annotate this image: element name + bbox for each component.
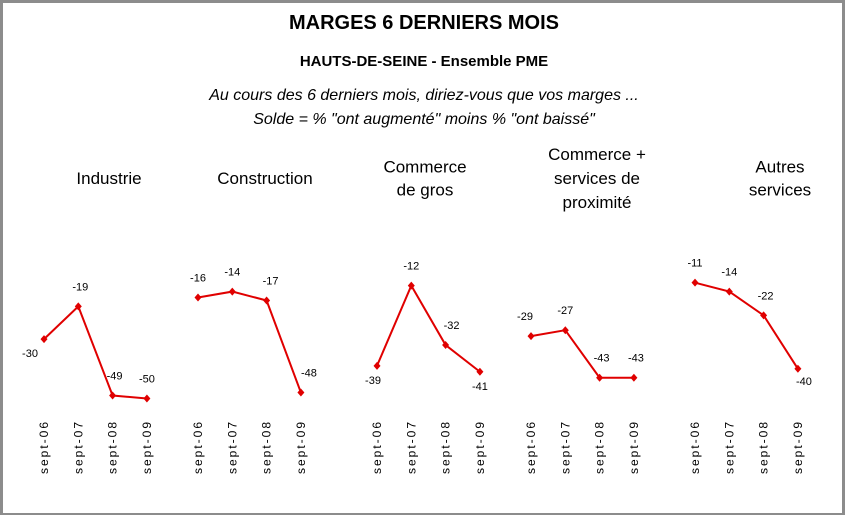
value-label: -22: [758, 290, 774, 302]
marker: [596, 373, 604, 382]
value-label: -43: [628, 353, 644, 365]
value-label: -32: [444, 320, 460, 332]
marker: [442, 341, 450, 350]
panel-title: Construction: [217, 169, 312, 188]
x-tick-label: sept-09: [791, 420, 805, 474]
marker: [194, 293, 202, 302]
value-label: -41: [472, 381, 488, 393]
x-tick-label: sept-06: [524, 420, 538, 474]
value-label: -16: [190, 273, 206, 285]
x-tick-label: sept-07: [722, 420, 736, 474]
panel-title: Commerce +: [548, 145, 646, 164]
x-tick-label: sept-08: [106, 420, 120, 474]
x-tick-label: sept-09: [473, 420, 487, 474]
marker: [760, 311, 768, 320]
x-tick-label: sept-06: [370, 420, 384, 474]
marker: [476, 367, 484, 376]
line: [694, 281, 799, 370]
marker: [794, 364, 802, 373]
x-tick-label: sept-07: [558, 420, 572, 474]
panel-title: proximité: [563, 193, 632, 212]
marker: [373, 361, 381, 370]
value-label: -14: [721, 267, 737, 279]
panel-title: Commerce: [383, 158, 466, 177]
panel-title: de gros: [397, 181, 454, 200]
x-tick-label: sept-09: [627, 420, 641, 474]
value-label: -49: [107, 371, 123, 383]
value-label: -27: [557, 305, 573, 317]
question: Au cours des 6 derniers mois, diriez-vou…: [208, 87, 639, 104]
x-tick-label: sept-08: [593, 420, 607, 474]
x-tick-label: sept-08: [439, 420, 453, 474]
marker: [74, 302, 82, 311]
x-tick-label: sept-06: [688, 420, 702, 474]
value-label: -30: [22, 348, 38, 360]
panel-title: Autres: [755, 158, 804, 177]
value-label: -40: [796, 376, 812, 388]
x-tick-label: sept-06: [37, 420, 51, 474]
line: [43, 304, 147, 400]
value-label: -17: [263, 275, 279, 287]
marker: [527, 332, 535, 341]
x-tick-label: sept-07: [404, 420, 418, 474]
x-tick-label: sept-07: [225, 420, 239, 474]
chart-subtitle: HAUTS-DE-SEINE - Ensemble PME: [300, 53, 548, 70]
marker: [725, 287, 733, 296]
marker: [691, 278, 699, 287]
value-label: -12: [403, 261, 419, 273]
line: [376, 283, 481, 373]
panel-title: services: [749, 181, 811, 200]
chart-title: MARGES 6 DERNIERS MOIS: [289, 12, 559, 34]
value-label: -19: [72, 281, 88, 293]
marker: [109, 391, 117, 400]
line: [197, 290, 302, 393]
x-tick-label: sept-09: [294, 420, 308, 474]
marker: [407, 281, 415, 290]
marker: [297, 388, 305, 397]
x-tick-label: sept-06: [191, 420, 205, 474]
panel-title: services de: [554, 169, 640, 188]
value-label: -14: [224, 267, 240, 279]
x-tick-label: sept-08: [260, 420, 274, 474]
marker: [40, 335, 48, 344]
marker: [630, 373, 638, 382]
x-tick-label: sept-09: [140, 420, 154, 474]
line: [530, 329, 634, 379]
value-label: -48: [301, 368, 317, 380]
value-label: -29: [517, 311, 533, 323]
panel-title: Industrie: [76, 169, 141, 188]
marker: [561, 326, 569, 335]
value-label: -43: [594, 353, 610, 365]
value-label: -11: [687, 258, 702, 270]
x-tick-label: sept-08: [757, 420, 771, 474]
x-tick-label: sept-07: [71, 420, 85, 474]
value-label: -39: [365, 375, 381, 387]
marker: [263, 296, 271, 305]
value-label: -50: [139, 374, 155, 386]
marker: [228, 287, 236, 296]
question: Solde = % "ont augmenté" moins % "ont ba…: [253, 111, 596, 128]
marker: [143, 394, 151, 403]
